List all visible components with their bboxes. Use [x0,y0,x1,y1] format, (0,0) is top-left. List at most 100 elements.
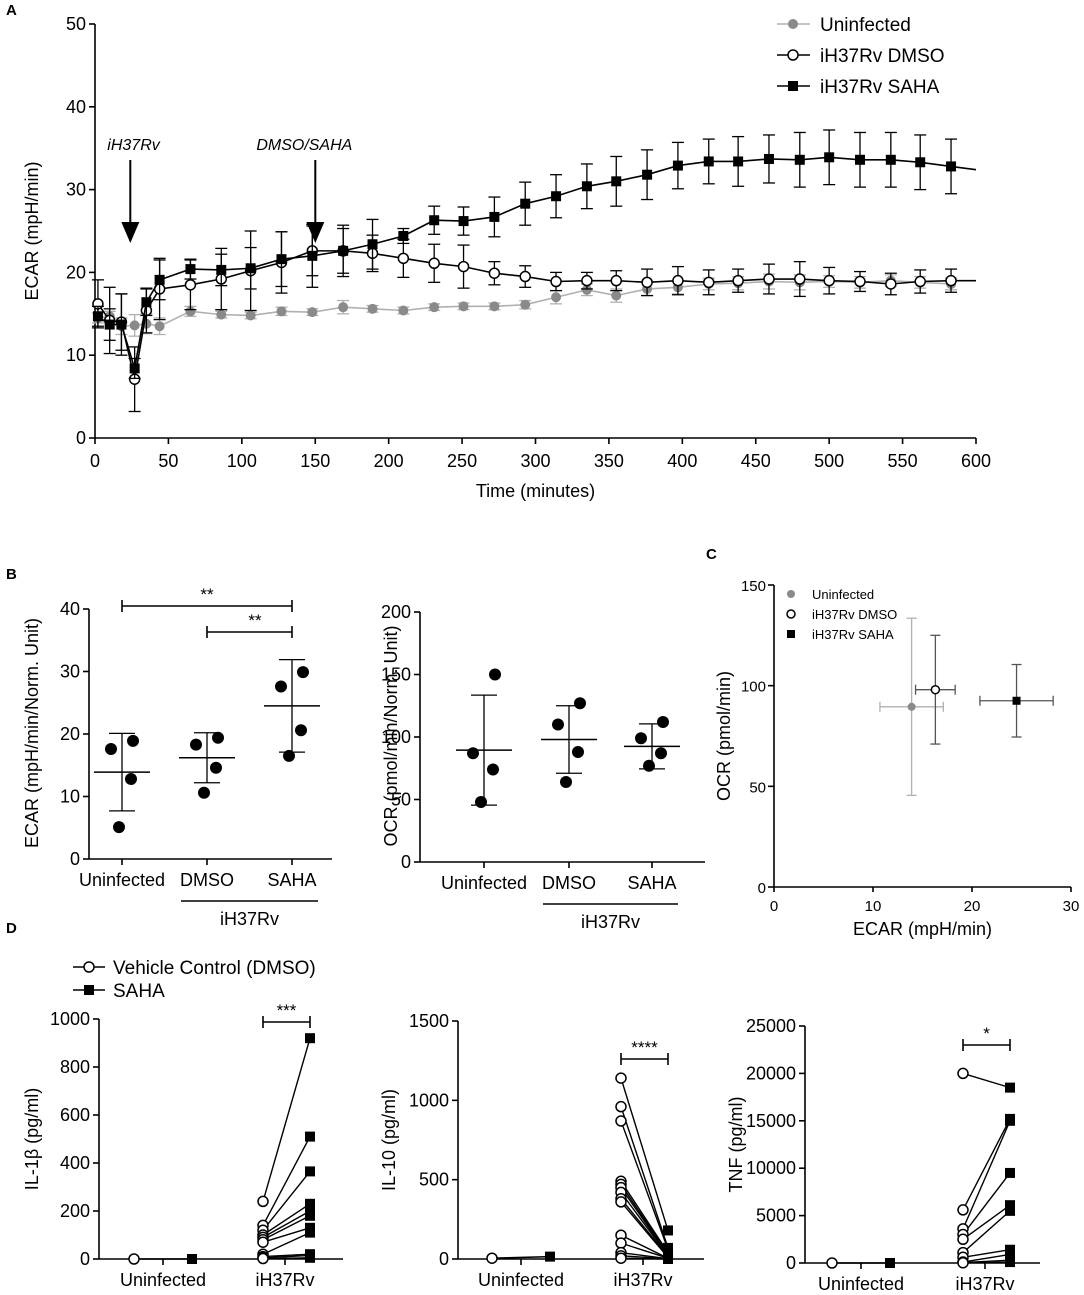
B2-category-label: DMSO [542,873,596,893]
a-point-black-square [855,154,866,165]
D3-pair-line [962,1172,1011,1235]
a-x-tick-label: 100 [227,451,257,471]
a-point-black-square [307,250,318,261]
D1-dmso-point [257,1195,269,1208]
a-point-black-square [116,319,127,330]
a-point-gray-circle [520,299,531,310]
a-y-tick-label: 40 [66,97,86,117]
a-point-gray-circle [338,302,349,313]
B1-sig-label: ** [200,585,214,604]
D1-pair-line [262,1038,311,1202]
B2-category-label: SAHA [627,873,676,893]
B1-point [283,749,295,762]
a-point-open-circle [885,278,897,290]
B2-point [574,697,586,710]
chart-c: 0 50 100 150 0 10 20 30 ECAR (mpH/min) OCR (pmol/… [714,578,1079,939]
D3-dmso-point [957,1233,969,1246]
D2-dmso-point [615,1115,627,1127]
D3-y-tick-label: 5000 [756,1206,796,1226]
B1-point [105,743,117,755]
c-x-tick-label: 0 [770,898,778,915]
c-legend-label: iH37Rv DMSO [812,607,897,622]
D2-dmso-point [615,1237,627,1249]
a-point-gray-circle [458,301,469,312]
B1-point [295,724,307,737]
a-x-tick-label: 450 [741,451,771,471]
a-point-open-circle [703,276,715,289]
a-point-open-circle [184,279,197,291]
a-point-open-circle [823,274,835,287]
B1-point [113,821,125,834]
a-point-gray-circle [367,303,378,314]
B2-point [635,732,647,745]
a-point-black-square [672,160,683,171]
B2-y-tick-label: 100 [381,727,411,747]
D2-y-tick-label: 1000 [409,1090,449,1110]
a-point-open-circle [945,274,957,287]
c-legend-label: Uninfected [812,587,874,602]
B1-y-label: ECAR (mpH/min/Norm. Unit) [22,618,42,848]
D1-saha-point [305,1131,315,1142]
D1-saha-point [305,1227,315,1238]
a-point-gray-circle [551,292,562,303]
D1-pair-line [262,1136,311,1226]
c-point [930,684,941,695]
D2-pair-line [620,1234,669,1259]
chart-b-ecar: 0 10 20 30 40 Uninfected DMSO SAHA iH37Rv ECAR (m… [22,585,332,929]
a-point-open-circle [854,275,866,288]
a-point-black-square [398,230,409,241]
B2-point [487,763,499,776]
a-x-tick-label: 600 [961,451,991,471]
B2-y-tick-label: 200 [381,602,411,622]
c-x-tick-label: 10 [865,898,882,915]
D3-y-tick-label: 20000 [746,1063,796,1083]
a-point-black-square [611,176,622,187]
B2-category-label: Uninfected [441,873,527,893]
a-point-gray-circle [581,284,592,295]
a-point-open-circle [457,260,470,273]
D1-saha-point [305,1198,315,1209]
B1-y-tick-label: 40 [60,599,80,619]
D3-dmso-point [957,1204,969,1216]
a-point-black-square [763,153,774,164]
D3-y-tick-label: 25000 [746,1016,796,1036]
D1-saha-point [305,1252,315,1263]
D2-category-label: iH37Rv [613,1270,672,1290]
a-point-black-square [92,311,103,322]
D3-saha-point [1005,1200,1015,1211]
B1-group-label: iH37Rv [220,909,279,929]
a-point-gray-circle [611,290,622,301]
a-point-black-square [946,161,957,172]
D3-saha-point [1005,1115,1015,1126]
D1-y-tick-label: 0 [80,1249,90,1269]
chart-d-il10: 0 500 1000 1500 Uninfected iH37Rv IL-10 (pg/ml… [379,1011,704,1290]
D3-pair-line [962,1210,1011,1254]
a-point-black-square [520,198,531,209]
a-point-open-circle [763,273,775,285]
B2-point [572,746,584,758]
D1-pair-line [262,1203,311,1236]
a-x-tick-label: 300 [520,451,550,471]
a-point-black-square [551,191,562,202]
B1-y-tick-label: 20 [60,724,80,744]
D2-dmso-point [615,1100,627,1113]
B2-point [489,668,501,681]
a-point-gray-circle [129,320,140,331]
a-series-line-2 [97,156,977,369]
B2-y-tick-label: 150 [381,665,411,685]
a-point-black-square [338,245,349,256]
a-point-black-square [104,319,115,330]
B1-category-label: SAHA [267,870,316,890]
a-point-black-square [885,154,896,165]
B2-point [560,776,572,788]
D3-uninfected-saha [885,1258,895,1268]
panel-label-d: D [6,920,17,937]
a-point-open-circle [581,274,593,287]
D3-pair-line [962,1249,1011,1259]
a-point-black-square [489,211,500,222]
D3-pair-line [962,1253,1011,1263]
D2-pair-line [620,1187,669,1256]
c-y-tick-label: 0 [758,880,766,897]
a-point-black-square [642,169,653,180]
